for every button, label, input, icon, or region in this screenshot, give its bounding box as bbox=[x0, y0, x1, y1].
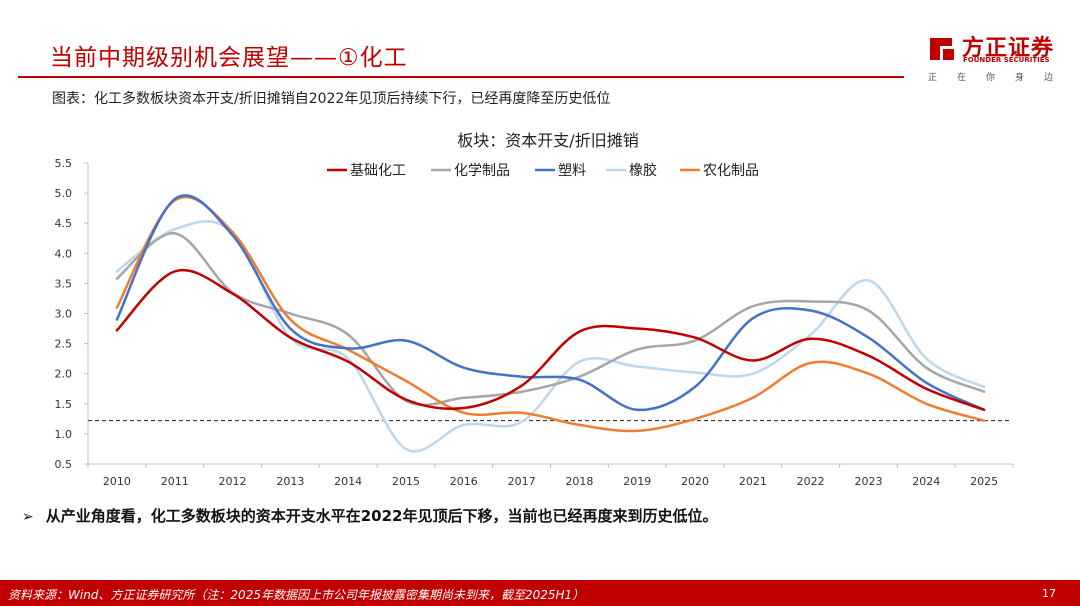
key-point-text: 从产业角度看，化工多数板块的资本开支水平在2022年见顶后下移，当前也已经再度来… bbox=[45, 507, 718, 525]
chart-caption: 图表：化工多数板块资本开支/折旧摊销自2022年见顶后持续下行，已经再度降至历史… bbox=[52, 91, 611, 107]
founder-logo: 方正证券 FOUNDER SECURITIES 正在你身边 bbox=[926, 30, 1066, 86]
logo-name-cn: 方正证券 bbox=[962, 36, 1055, 61]
legend-label-2: 化学制品 bbox=[454, 163, 510, 179]
y-tick-label: 3.5 bbox=[55, 277, 73, 290]
x-tick-label: 2022 bbox=[797, 475, 825, 488]
x-tick-label: 2012 bbox=[219, 475, 247, 488]
chart-title: 板块：资本开支/折旧摊销 bbox=[457, 131, 638, 150]
legend-label-1: 基础化工 bbox=[350, 162, 406, 179]
x-tick-label: 2021 bbox=[739, 475, 767, 488]
y-tick-label: 0.5 bbox=[55, 458, 73, 471]
source-note: 资料来源：Wind、方正证券研究所（注：2025年数据因上市公司年报披露密集期尚… bbox=[8, 588, 585, 602]
legend-label-4: 橡胶 bbox=[629, 162, 657, 179]
x-tick-label: 2016 bbox=[450, 475, 478, 488]
legend-label-5: 农化制品 bbox=[703, 163, 759, 179]
key-point: ➢ 从产业角度看，化工多数板块的资本开支水平在2022年见顶后下移，当前也已经再度… bbox=[22, 505, 718, 526]
logo-slogan: 正在你身边 bbox=[928, 73, 1074, 83]
y-tick-label: 1.5 bbox=[55, 398, 73, 411]
capex-line-chart: 板块：资本开支/折旧摊销 0.5 1.0 1.5 2.0 2.5 3.0 3.5 4.0 4.5… bbox=[55, 131, 1014, 488]
y-tick-label: 5.0 bbox=[55, 187, 73, 200]
y-tick-label: 5.5 bbox=[55, 157, 73, 170]
logo-name-en: FOUNDER SECURITIES bbox=[963, 56, 1050, 64]
bullet-arrow-icon: ➢ bbox=[22, 509, 34, 525]
x-tick-label: 2024 bbox=[912, 475, 940, 488]
y-tick-label: 3.0 bbox=[55, 308, 73, 321]
x-tick-label: 2019 bbox=[623, 475, 651, 488]
founder-logo-mark-icon bbox=[930, 38, 954, 60]
x-tick-label: 2025 bbox=[970, 475, 998, 488]
x-tick-label: 2011 bbox=[161, 475, 189, 488]
y-tick-label: 4.0 bbox=[55, 247, 73, 260]
x-tick-label: 2014 bbox=[334, 475, 362, 488]
x-tick-label: 2010 bbox=[103, 475, 131, 488]
footer-bar: 资料来源：Wind、方正证券研究所（注：2025年数据因上市公司年报披露密集期尚… bbox=[0, 580, 1080, 606]
x-tick-label: 2018 bbox=[565, 475, 593, 488]
title-divider bbox=[18, 76, 904, 78]
x-tick-label: 2023 bbox=[854, 475, 882, 488]
x-tick-label: 2015 bbox=[392, 475, 420, 488]
y-tick-label: 1.0 bbox=[55, 428, 73, 441]
slide-title: 当前中期级别机会展望——①化工 bbox=[50, 45, 408, 71]
x-tick-label: 2013 bbox=[276, 475, 304, 488]
y-tick-label: 4.5 bbox=[55, 217, 73, 230]
series-line-3 bbox=[115, 194, 986, 412]
series-line-5 bbox=[115, 195, 986, 433]
legend-label-3: 塑料 bbox=[558, 163, 586, 179]
x-tick-label: 2017 bbox=[508, 475, 536, 488]
x-tick-label: 2020 bbox=[681, 475, 709, 488]
page-number: 17 bbox=[1042, 587, 1056, 600]
series-line-2 bbox=[115, 232, 986, 407]
series-line-1 bbox=[115, 268, 986, 412]
y-tick-label: 2.0 bbox=[55, 368, 73, 381]
y-tick-label: 2.5 bbox=[55, 338, 73, 351]
